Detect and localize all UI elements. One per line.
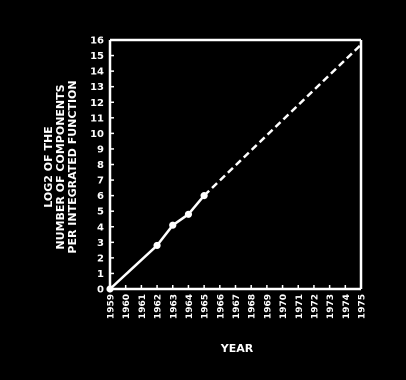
x-tick-label: 1974 [342,294,352,319]
y-tick-label: 3 [97,238,104,249]
data-point [153,241,161,250]
y-tick-label: 0 [97,285,104,296]
y-tick-label: 7 [97,176,104,187]
y-axis-label-line-3: PER INTEGRATED FUNCTION [66,80,79,253]
x-ticks: 1959 1960 1961 1962 1963 1964 1965 1966 1967 1968… [107,285,368,319]
x-tick-label: 1959 [107,294,117,319]
data-point [200,192,208,200]
y-tick-label: 9 [97,144,104,155]
y-axis-label-line-1: LOG2 OF THE [42,126,55,207]
x-tick-label: 1964 [185,294,195,319]
y-tick-label: 8 [97,160,104,171]
y-tick-label: 13 [90,82,104,93]
x-tick-label: 1962 [154,294,164,319]
y-tick-label: 10 [90,129,104,140]
y-tick-label: 16 [90,36,104,47]
x-tick-label: 1966 [216,294,226,319]
y-tick-label: 12 [90,98,104,109]
y-axis-label-line-2: NUMBER OF COMPONENTS [54,84,67,249]
x-tick-label: 1965 [201,294,211,319]
data-point [169,221,177,229]
y-tick-label: 2 [97,253,104,264]
x-tick-label: 1973 [326,294,336,319]
y-tick-label: 11 [90,113,104,124]
y-tick-label: 6 [97,191,104,202]
x-tick-label: 1971 [295,294,305,319]
series-group [109,43,362,290]
x-tick-label: 1963 [169,294,179,319]
y-tick-label: 1 [97,269,104,280]
y-tick-label: 5 [97,207,104,218]
y-tick-label: 14 [90,67,104,78]
x-axis-label: YEAR [220,342,254,355]
x-tick-label: 1961 [138,294,148,319]
markers-group [106,192,208,293]
data-point [184,210,193,218]
extrapolation-line [203,43,362,197]
x-tick-label: 1968 [248,294,258,319]
x-tick-label: 1969 [263,294,273,319]
x-tick-label: 1967 [232,294,242,319]
data-point [106,285,114,293]
x-tick-label: 1975 [358,294,368,319]
y-tick-label: 15 [90,51,104,62]
x-tick-label: 1970 [279,294,289,319]
x-tick-label: 1960 [122,294,132,319]
y-tick-label: 4 [97,222,104,233]
y-axis-label: LOG2 OF THE NUMBER OF COMPONENTS PER INT… [42,80,79,253]
x-tick-label: 1972 [310,294,320,319]
